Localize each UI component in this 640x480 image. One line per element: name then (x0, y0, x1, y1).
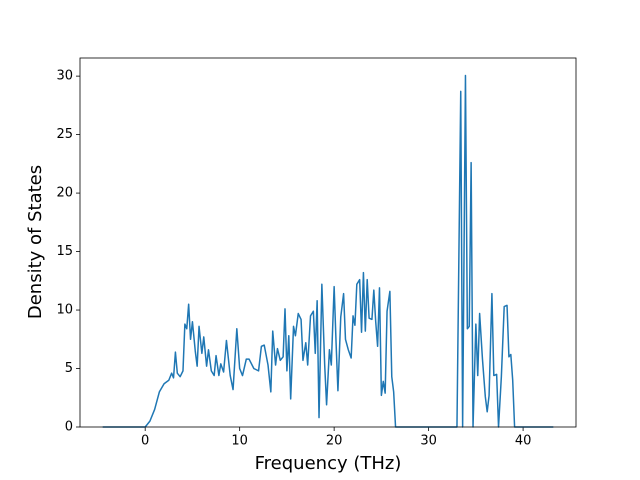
y-tick-label: 10 (56, 303, 73, 318)
x-tick-label: 40 (515, 434, 532, 449)
y-tick-label: 15 (56, 244, 73, 259)
x-tick-label: 30 (420, 434, 437, 449)
y-tick-label: 20 (56, 186, 73, 201)
x-axis-label: Frequency (THz) (255, 453, 402, 474)
y-tick-label: 25 (56, 127, 73, 142)
line (102, 74, 554, 428)
y-axis-label: Density of States (25, 165, 46, 319)
y-tick-label: 5 (65, 361, 73, 376)
x-tick-label: 20 (326, 434, 343, 449)
y-tick-label: 0 (65, 420, 73, 435)
plot-frame (79, 57, 577, 428)
y-tick-label: 30 (56, 69, 73, 84)
x-tick-label: 10 (231, 434, 248, 449)
x-tick-label: 0 (141, 434, 149, 449)
